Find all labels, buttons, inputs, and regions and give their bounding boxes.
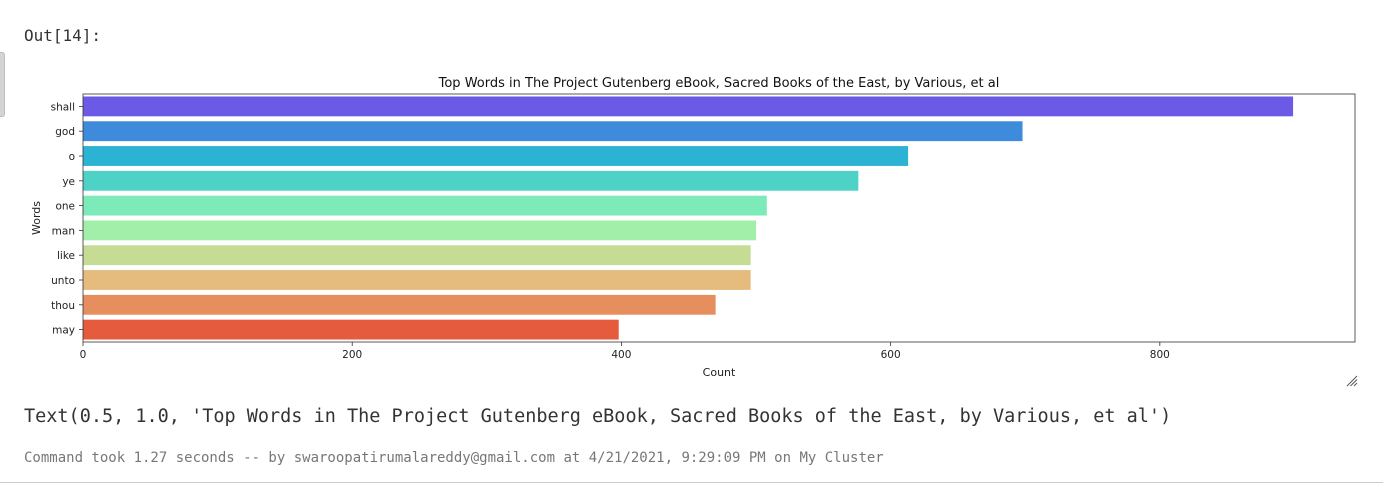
x-tick-label: 600: [881, 349, 901, 361]
x-tick-label: 200: [342, 349, 362, 361]
y-tick-label: like: [57, 250, 75, 262]
y-tick-label: may: [52, 325, 75, 337]
y-tick-label: man: [52, 225, 75, 237]
bar-ye: [83, 170, 859, 191]
x-tick-label: 0: [80, 349, 87, 361]
y-tick-labels: shall god o ye one man like unto thou may: [51, 101, 83, 337]
bar-thou: [83, 294, 716, 315]
text-output: Text(0.5, 1.0, 'Top Words in The Project…: [24, 406, 1172, 427]
y-tick-label: god: [55, 126, 75, 138]
y-tick-label: shall: [51, 101, 75, 113]
bar-o: [83, 146, 909, 166]
cell-divider: [0, 482, 1383, 483]
command-info: Command took 1.27 seconds -- by swaroopa…: [24, 450, 884, 466]
resize-handle-icon[interactable]: [1344, 373, 1358, 387]
bar-chart: Top Words in The Project Gutenberg eBook…: [30, 76, 1356, 379]
bar-shall: [83, 96, 1294, 117]
chart-title: Top Words in The Project Gutenberg eBook…: [438, 76, 1000, 91]
plot-frame: [82, 93, 1356, 343]
bar-may: [83, 319, 619, 340]
bar-one: [83, 195, 767, 216]
y-tick-label: unto: [51, 275, 75, 287]
y-axis-label: Words: [30, 201, 43, 235]
cell-side-tab[interactable]: [0, 52, 5, 117]
x-tick-label: 400: [611, 349, 631, 361]
y-tick-label: o: [69, 151, 75, 163]
y-tick-label: one: [55, 201, 75, 213]
output-prompt-label: Out[14]:: [24, 26, 102, 45]
x-tick-labels: 0 200 400 600 800: [80, 342, 1170, 361]
y-tick-label: thou: [51, 300, 75, 312]
bars-group: [83, 96, 1294, 340]
x-tick-label: 800: [1150, 349, 1170, 361]
y-tick-label: ye: [62, 176, 75, 188]
bar-unto: [83, 270, 751, 290]
bar-like: [83, 245, 751, 266]
x-axis-label: Count: [703, 366, 736, 379]
bar-man: [83, 220, 757, 241]
bar-god: [83, 121, 1023, 142]
